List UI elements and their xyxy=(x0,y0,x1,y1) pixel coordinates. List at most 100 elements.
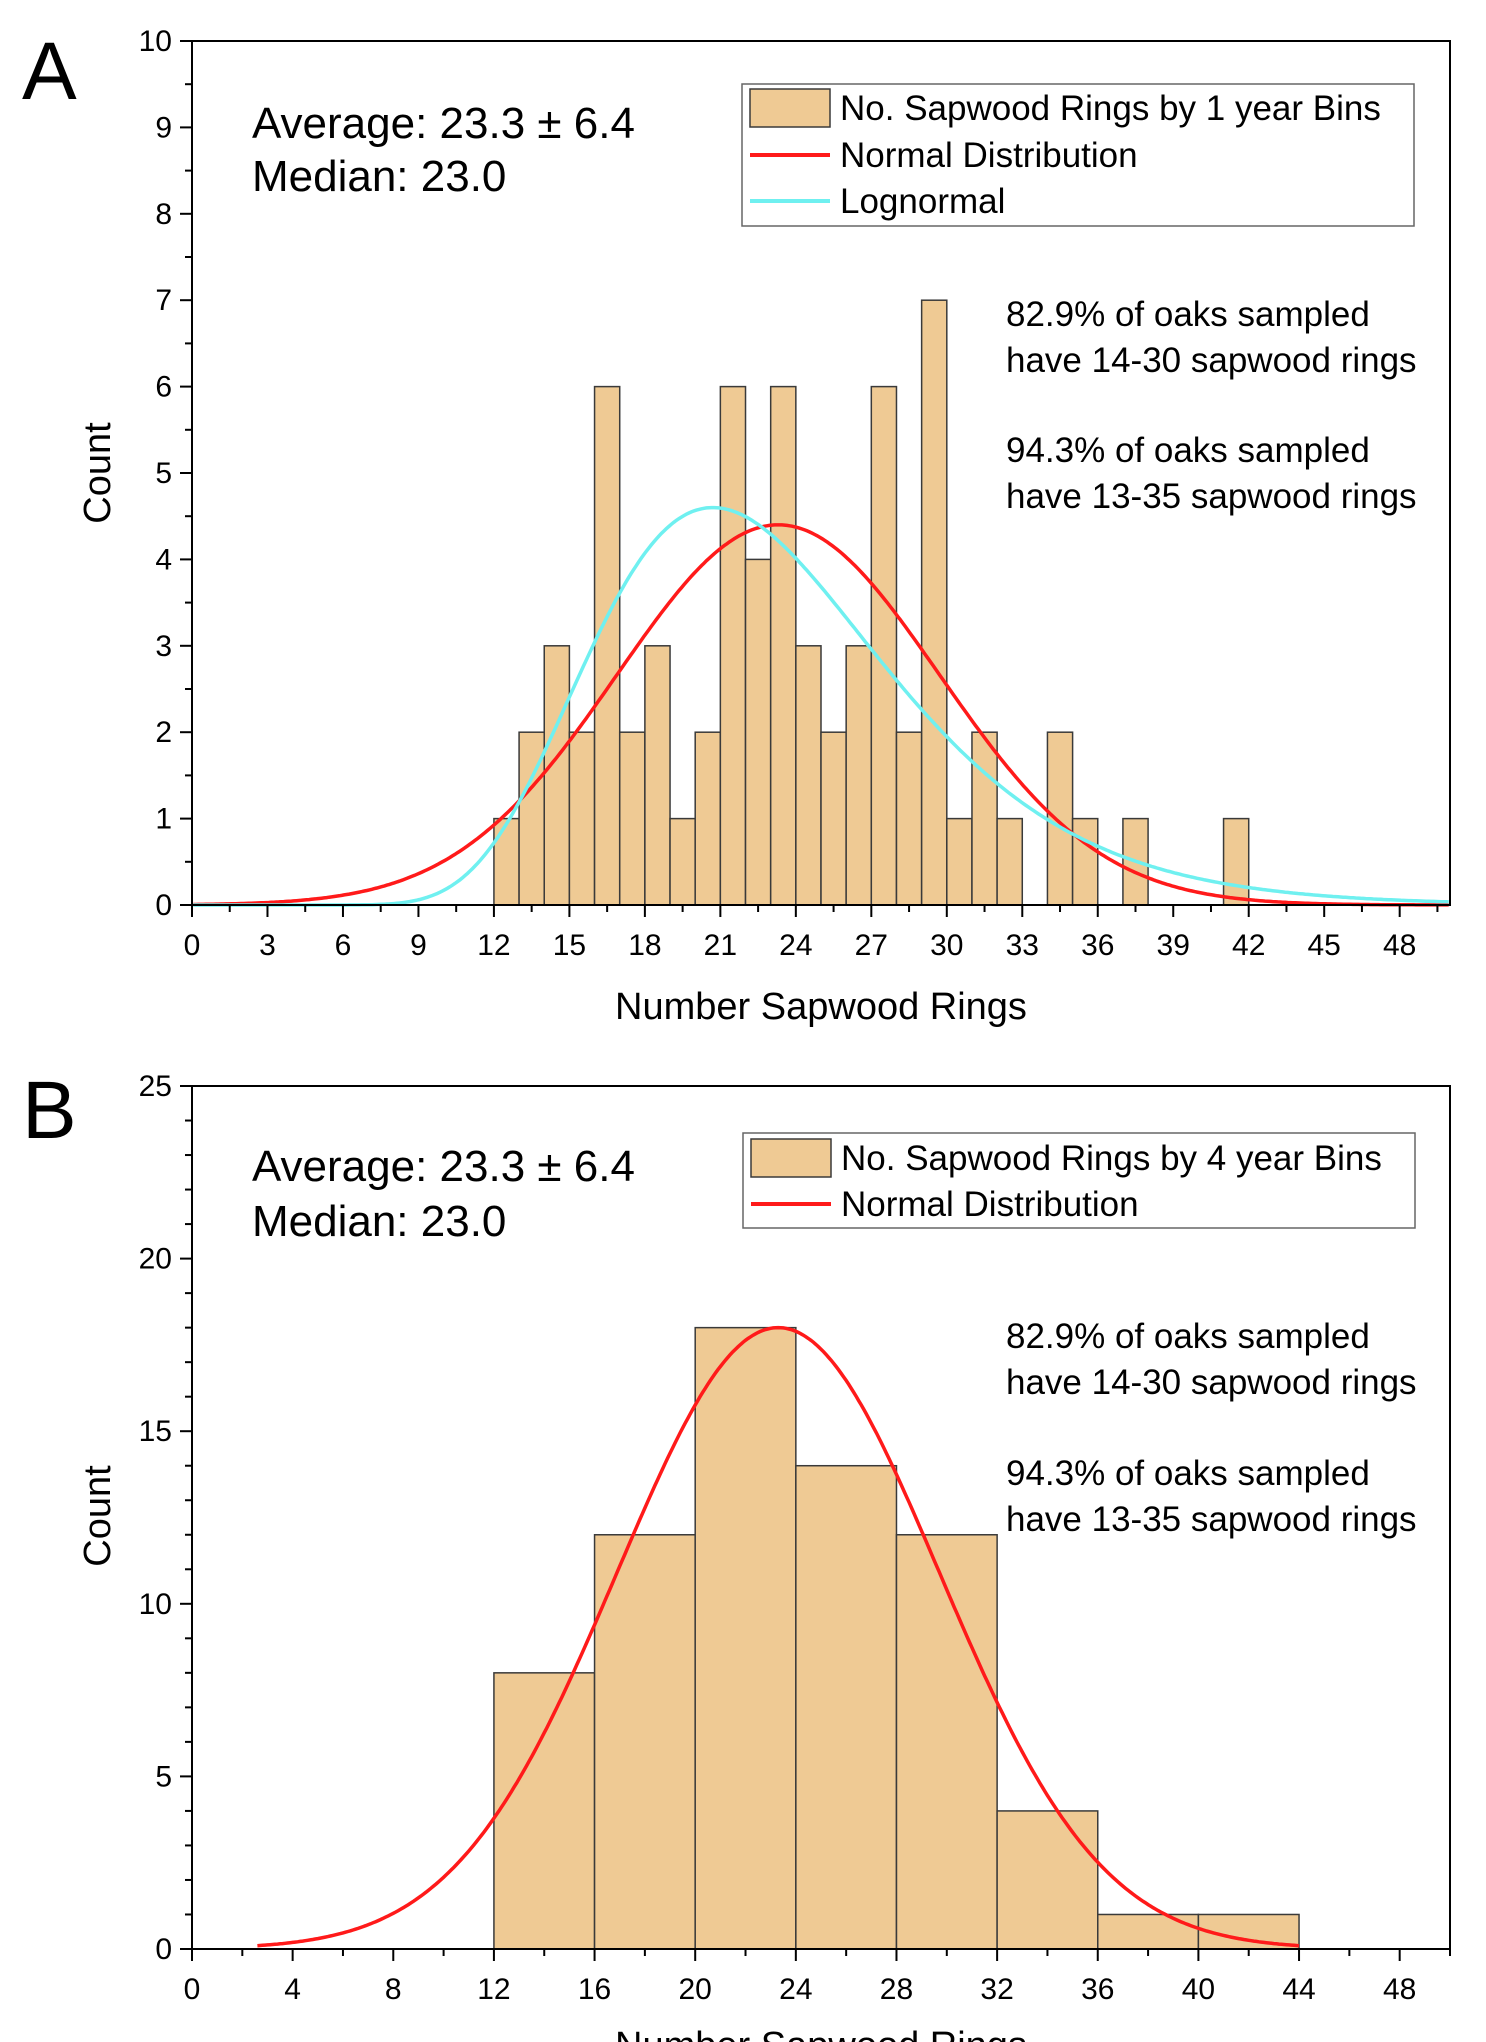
y-tick-label: 1 xyxy=(155,803,172,836)
histogram-bar xyxy=(618,731,646,906)
panel-a: A 0 3 6 9 12 15 18 21 24 27 30 33 36 39 42 45 4801234567… xyxy=(22,25,1451,1028)
median-text: Median: 23.0 xyxy=(252,152,506,201)
annotation-text: have 14-30 sapwood rings xyxy=(1006,341,1417,380)
average-text: Average: 23.3 ± 6.4 xyxy=(252,99,635,148)
legend: No. Sapwood Rings by 1 year Bins Normal D… xyxy=(741,83,1415,227)
x-tick-label: 9 xyxy=(410,929,427,962)
x-tick-label: 48 xyxy=(1383,1973,1416,2006)
x-tick-label: 20 xyxy=(679,1973,712,2006)
legend-swatch-bars xyxy=(750,1138,832,1178)
legend-label: No. Sapwood Rings by 4 year Bins xyxy=(841,1139,1382,1178)
legend-box xyxy=(742,1132,1416,1229)
histogram-bar xyxy=(895,1534,998,1950)
y-tick-label: 2 xyxy=(155,716,172,749)
median-text: Median: 23.0 xyxy=(252,1197,506,1246)
x-tick-label: 28 xyxy=(880,1973,913,2006)
annotation-text: 82.9% of oaks sampled xyxy=(1006,295,1370,334)
histogram-bar xyxy=(694,731,722,906)
x-tick-label: 45 xyxy=(1308,929,1341,962)
histogram-bar xyxy=(1097,1913,1200,1950)
y-tick-label: 3 xyxy=(155,630,172,663)
panel-label-b: B xyxy=(22,1065,77,1156)
y-axis-title: Count xyxy=(77,422,119,524)
legend: No. Sapwood Rings by 4 year Bins Normal D… xyxy=(742,1132,1416,1229)
histogram-bar xyxy=(971,731,998,906)
x-tick-label: 16 xyxy=(578,1973,611,2006)
x-tick-label: 30 xyxy=(930,929,963,962)
legend-box xyxy=(741,83,1415,227)
x-axis-title: Number Sapwood Rings xyxy=(615,2025,1027,2042)
histogram-bar xyxy=(593,385,621,906)
y-tick-label: 20 xyxy=(139,1243,172,1276)
x-tick-label: 32 xyxy=(980,1973,1013,2006)
x-tick-label: 24 xyxy=(779,929,812,962)
x-tick-label: 44 xyxy=(1282,1973,1315,2006)
histogram-bar xyxy=(996,817,1024,906)
lognormal-curve xyxy=(193,505,1449,907)
panel-label-a: A xyxy=(22,26,77,117)
histogram-bar xyxy=(769,385,797,906)
y-tick-label: 5 xyxy=(155,457,172,490)
histogram-bar xyxy=(568,731,596,906)
y-tick-label: 7 xyxy=(155,284,172,317)
histogram-bar xyxy=(795,1464,898,1950)
x-tick-label: 36 xyxy=(1081,929,1114,962)
legend-label: Normal Distribution xyxy=(840,136,1138,175)
annotation-text: 82.9% of oaks sampled xyxy=(1006,1317,1370,1356)
x-tick-label: 33 xyxy=(1006,929,1039,962)
y-tick-label: 9 xyxy=(155,111,172,144)
histogram-bar xyxy=(946,817,973,906)
y-tick-label: 25 xyxy=(139,1070,172,1103)
histogram-bar xyxy=(996,1810,1099,1950)
x-tick-label: 12 xyxy=(477,1973,510,2006)
x-tick-label: 0 xyxy=(184,1973,201,2006)
histogram-bar xyxy=(845,645,873,906)
x-tick-label: 36 xyxy=(1081,1973,1114,2006)
x-tick-label: 3 xyxy=(259,929,276,962)
panel-b: B 048121620242832364044480510152025Numbe… xyxy=(22,1065,1451,2042)
x-tick-label: 27 xyxy=(855,929,888,962)
y-axis-title: Count xyxy=(77,1465,119,1567)
x-tick-label: 39 xyxy=(1157,929,1190,962)
annotation-text: have 14-30 sapwood rings xyxy=(1006,1363,1417,1402)
histogram-bar xyxy=(493,1672,596,1950)
legend-label: Lognormal xyxy=(840,182,1005,221)
x-tick-label: 21 xyxy=(704,929,737,962)
legend-swatch-bars xyxy=(749,88,831,128)
histogram-bar xyxy=(795,645,822,906)
x-axis-title: Number Sapwood Rings xyxy=(615,986,1027,1028)
histogram-bar xyxy=(593,1534,696,1950)
average-text: Average: 23.3 ± 6.4 xyxy=(252,1142,635,1191)
histogram-bar xyxy=(543,645,571,906)
histogram-bar xyxy=(820,731,847,906)
x-tick-label: 0 xyxy=(184,929,201,962)
x-tick-label: 24 xyxy=(779,1973,812,2006)
y-tick-label: 15 xyxy=(139,1415,172,1448)
x-tick-label: 42 xyxy=(1232,929,1265,962)
histogram-bar xyxy=(1046,731,1074,906)
annotation-text: have 13-35 sapwood rings xyxy=(1006,1500,1417,1539)
plot-frame xyxy=(191,1085,1451,1950)
x-tick-label: 8 xyxy=(385,1973,402,2006)
legend-label: No. Sapwood Rings by 1 year Bins xyxy=(840,89,1381,128)
y-tick-label: 10 xyxy=(139,1588,172,1621)
y-tick-label: 8 xyxy=(155,198,172,231)
histogram-bar xyxy=(644,645,671,906)
y-tick-label: 0 xyxy=(155,889,172,922)
x-tick-label: 4 xyxy=(284,1973,301,2006)
x-tick-label: 12 xyxy=(477,929,510,962)
y-tick-label: 10 xyxy=(139,25,172,58)
histogram-bar xyxy=(1222,817,1250,906)
normal-curve xyxy=(257,1325,1300,1948)
legend-label: Normal Distribution xyxy=(841,1185,1139,1224)
histogram-bar xyxy=(895,731,923,906)
x-tick-label: 15 xyxy=(553,929,586,962)
y-tick-label: 0 xyxy=(155,1933,172,1966)
histogram-bar xyxy=(493,817,520,906)
histogram-bar xyxy=(719,385,747,906)
histogram-bar xyxy=(744,558,772,906)
x-tick-label: 6 xyxy=(335,929,352,962)
histogram-bar xyxy=(669,817,696,906)
x-tick-label: 18 xyxy=(628,929,661,962)
